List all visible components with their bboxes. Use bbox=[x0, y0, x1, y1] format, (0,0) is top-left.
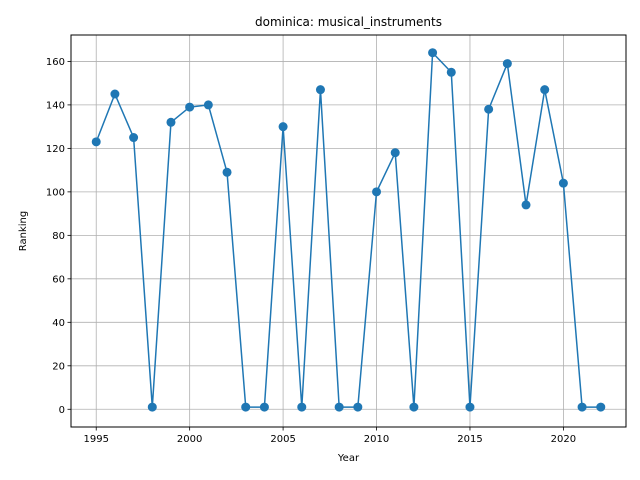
data-point bbox=[558, 178, 568, 188]
x-axis-ticks: 1995 2000 2005 2010 2015 2020 bbox=[84, 427, 576, 445]
series-layer bbox=[91, 48, 606, 412]
data-point bbox=[203, 100, 213, 110]
data-point bbox=[484, 104, 494, 114]
data-point bbox=[91, 137, 101, 147]
data-point bbox=[409, 402, 419, 412]
data-point bbox=[465, 402, 475, 412]
y-tick-label: 160 bbox=[46, 57, 65, 68]
data-point bbox=[577, 402, 587, 412]
data-point bbox=[166, 117, 176, 127]
data-point bbox=[540, 85, 550, 95]
y-tick-label: 100 bbox=[46, 187, 65, 198]
x-tick-label: 2020 bbox=[551, 434, 576, 445]
data-point bbox=[297, 402, 307, 412]
y-tick-label: 0 bbox=[59, 405, 65, 416]
data-point bbox=[390, 148, 400, 158]
data-point bbox=[596, 402, 606, 412]
x-tick-label: 2000 bbox=[177, 434, 202, 445]
y-tick-label: 140 bbox=[46, 100, 65, 111]
y-tick-label: 120 bbox=[46, 144, 65, 155]
x-tick-label: 2005 bbox=[270, 434, 295, 445]
y-tick-label: 20 bbox=[52, 361, 65, 372]
chart-title: dominica: musical_instruments bbox=[255, 15, 442, 29]
data-point bbox=[222, 167, 232, 177]
data-point bbox=[278, 122, 288, 132]
y-axis-label: Ranking bbox=[18, 211, 29, 251]
x-axis-label: Year bbox=[337, 453, 360, 464]
data-point bbox=[259, 402, 269, 412]
data-point bbox=[353, 402, 363, 412]
x-tick-label: 2010 bbox=[364, 434, 389, 445]
y-tick-label: 40 bbox=[52, 318, 65, 329]
x-tick-label: 2015 bbox=[457, 434, 482, 445]
data-point bbox=[147, 402, 157, 412]
data-point bbox=[446, 67, 456, 77]
y-tick-label: 60 bbox=[52, 274, 65, 285]
data-point bbox=[428, 48, 438, 58]
data-point bbox=[110, 89, 120, 99]
data-point bbox=[334, 402, 344, 412]
data-point bbox=[521, 200, 531, 210]
x-tick-label: 1995 bbox=[84, 434, 109, 445]
data-point bbox=[241, 402, 251, 412]
plot-frame bbox=[70, 34, 627, 428]
data-point bbox=[502, 59, 512, 69]
grid bbox=[71, 35, 626, 427]
y-tick-label: 80 bbox=[52, 231, 65, 242]
data-point bbox=[185, 102, 195, 112]
data-point bbox=[315, 85, 325, 95]
data-point bbox=[372, 187, 382, 197]
series-line bbox=[95, 51, 601, 408]
data-point bbox=[129, 133, 139, 143]
y-axis-ticks: 0 20 40 60 80 100 120 140 160 bbox=[46, 57, 71, 416]
